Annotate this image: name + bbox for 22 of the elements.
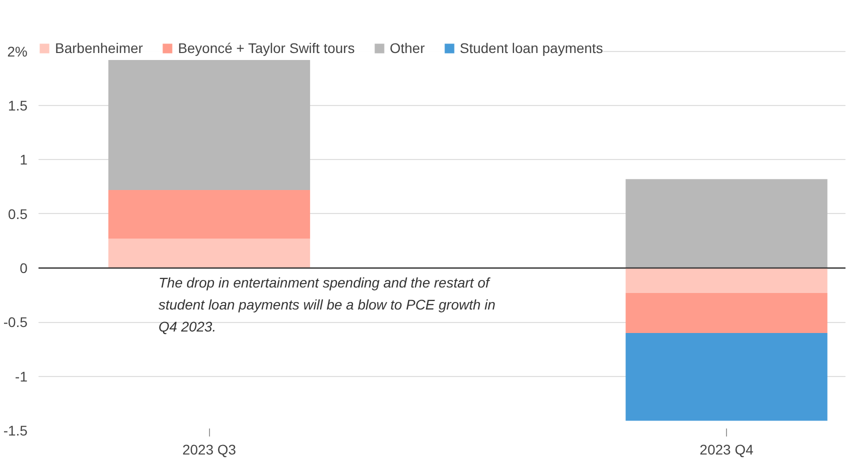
legend-label: Student loan payments — [460, 40, 603, 56]
y-tick-label: -0.5 — [3, 314, 28, 330]
bar — [626, 268, 828, 293]
annotation: The drop in entertainment spending and the restart of student loan payments will be a blow to PCE growth in Q4 2023. — [158, 274, 496, 334]
bar — [108, 238, 310, 268]
y-tick-label: -1.5 — [3, 422, 28, 438]
y-tick-label: 0 — [20, 260, 28, 276]
y-tick-label: 0.5 — [8, 206, 28, 222]
bar — [626, 292, 828, 333]
bar — [108, 190, 310, 239]
legend-label: Barbenheimer — [55, 40, 143, 56]
y-tick-label: -1 — [15, 368, 28, 384]
x-tick-label: 2023 Q3 — [182, 442, 236, 458]
bar — [108, 60, 310, 190]
bar — [626, 333, 828, 421]
y-tick-label: 1.5 — [8, 98, 28, 114]
bar — [626, 179, 828, 268]
x-tick-label: 2023 Q4 — [700, 442, 754, 458]
y-tick-label: 1 — [20, 152, 28, 168]
y-tick-label: 2% — [7, 43, 28, 60]
legend-label: Beyoncé + Taylor Swift tours — [178, 40, 355, 56]
legend-label: Other — [390, 40, 425, 56]
